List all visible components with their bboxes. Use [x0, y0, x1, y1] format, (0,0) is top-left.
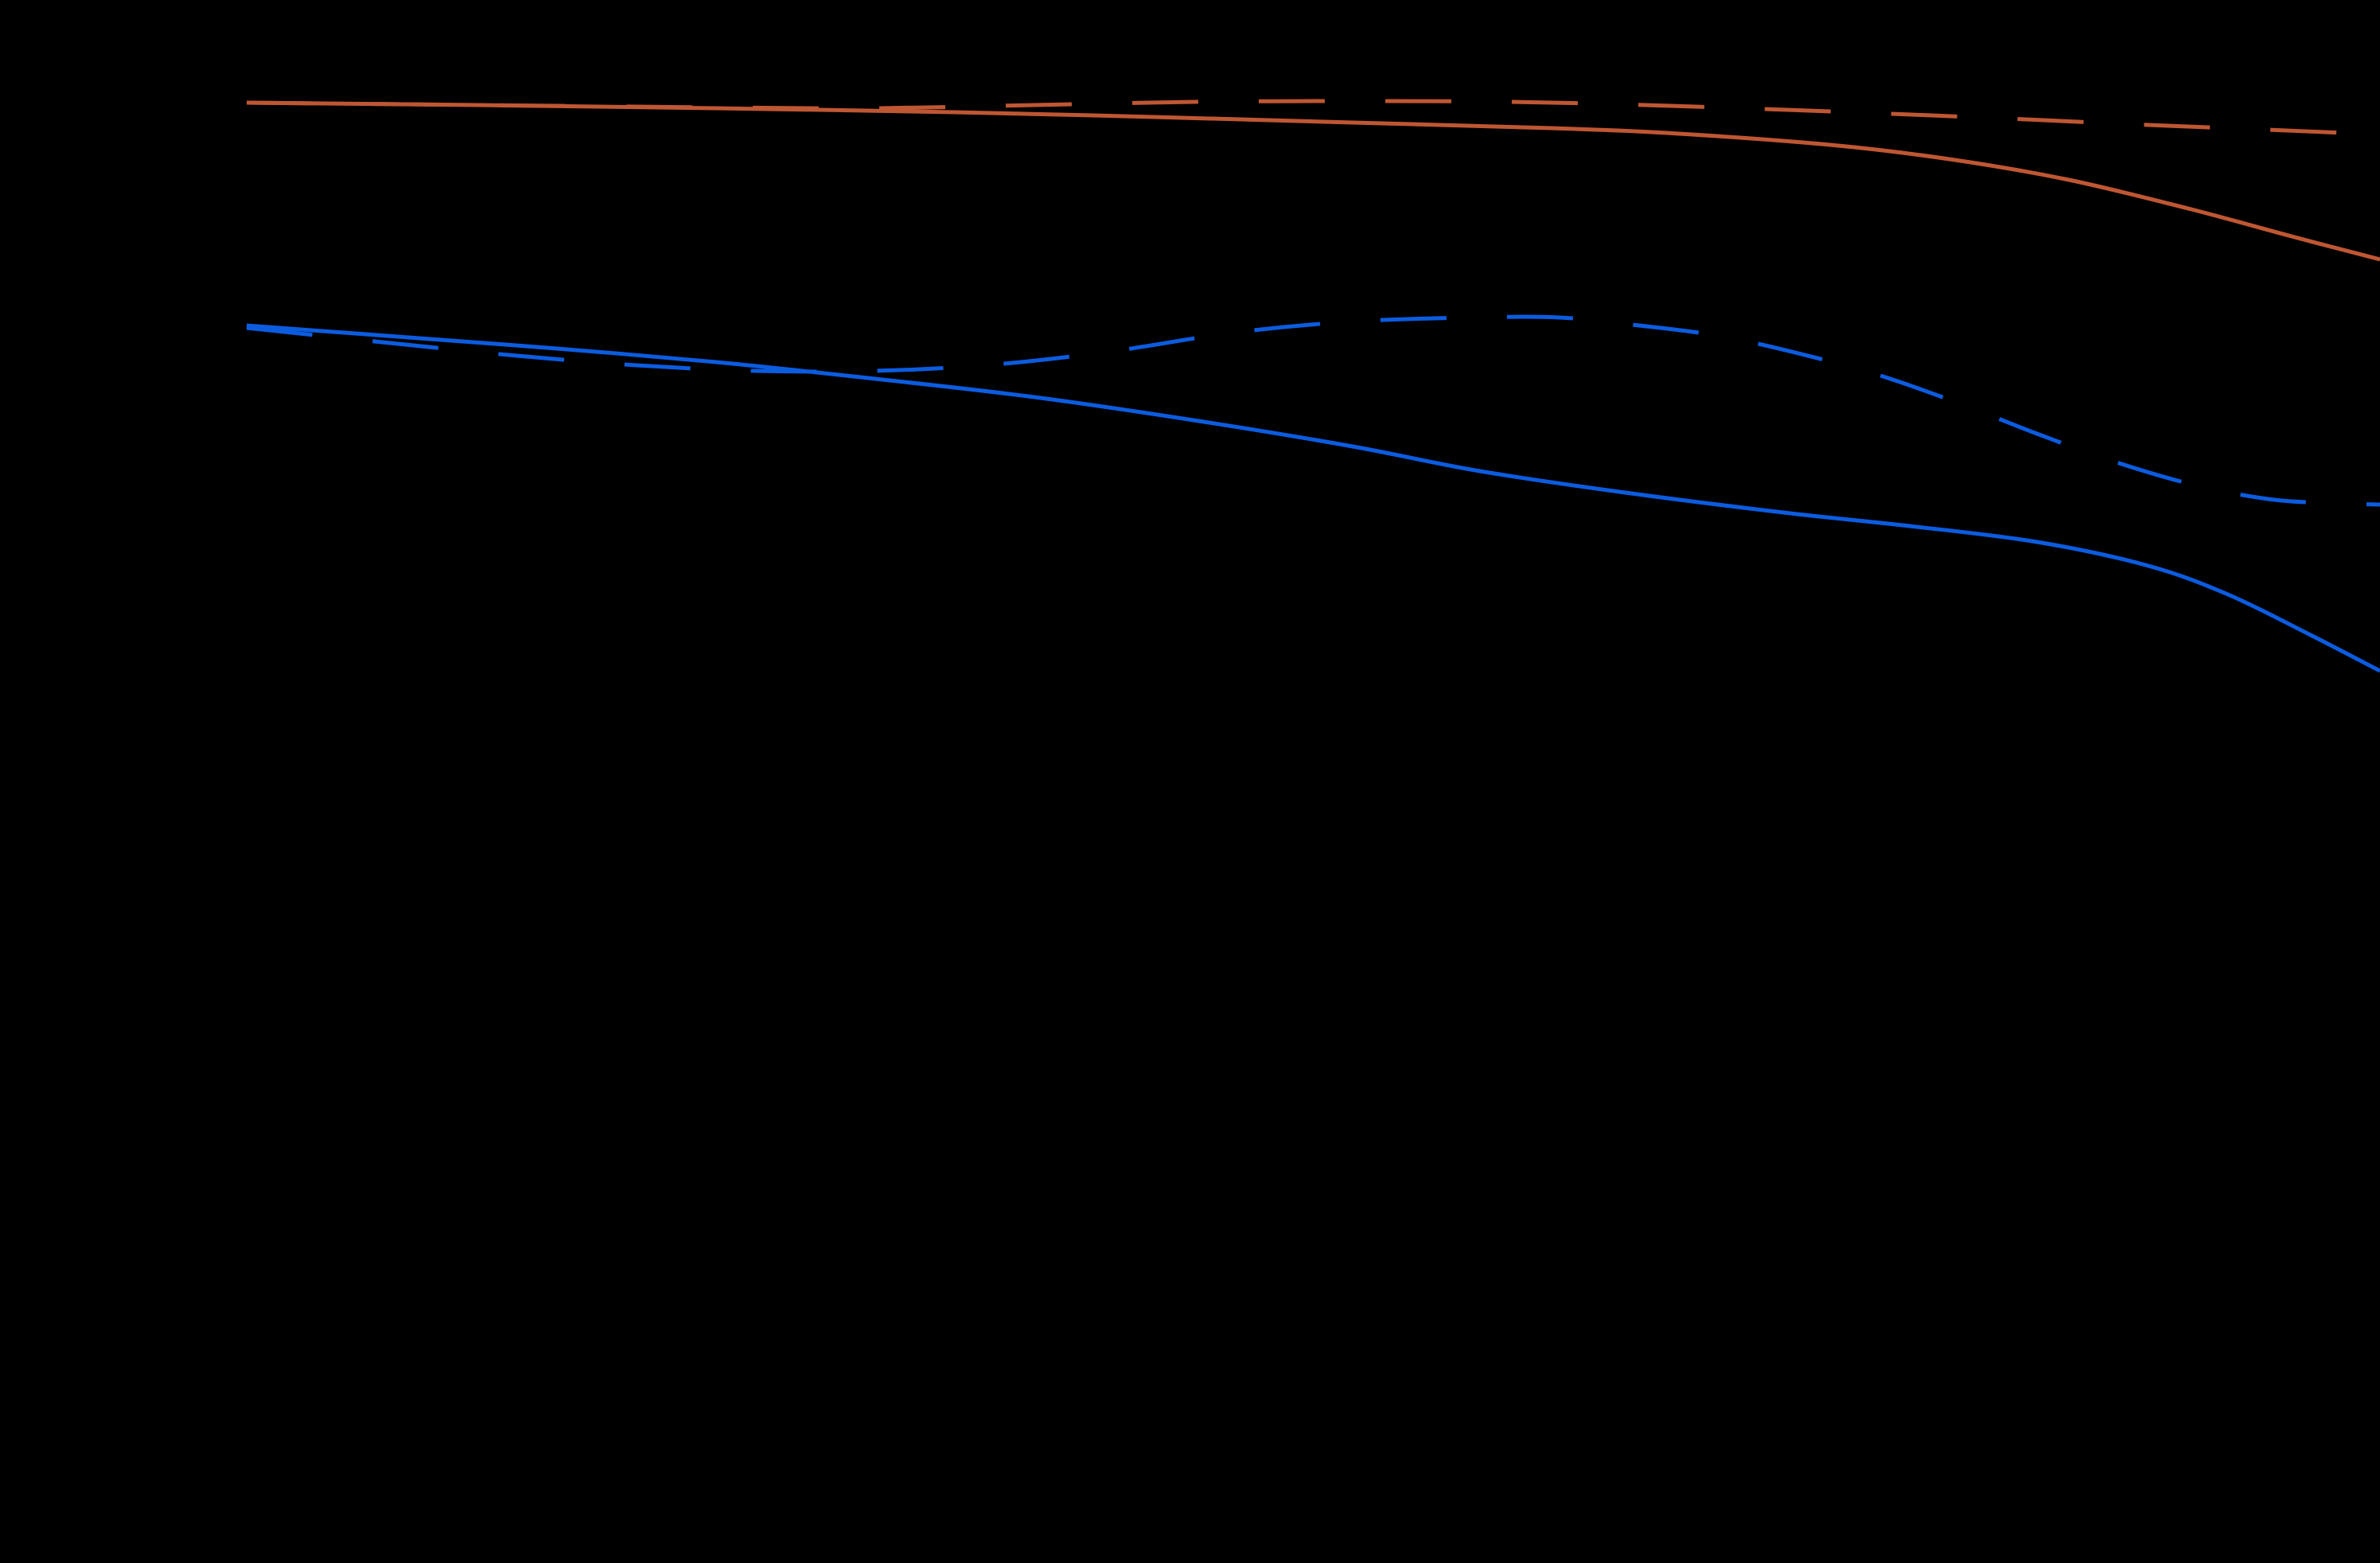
orange-solid-line	[246, 100, 2380, 262]
blue-solid-line	[246, 323, 2380, 673]
orange-dashed-line	[246, 99, 2380, 137]
blue-dashed-line	[246, 314, 2380, 507]
